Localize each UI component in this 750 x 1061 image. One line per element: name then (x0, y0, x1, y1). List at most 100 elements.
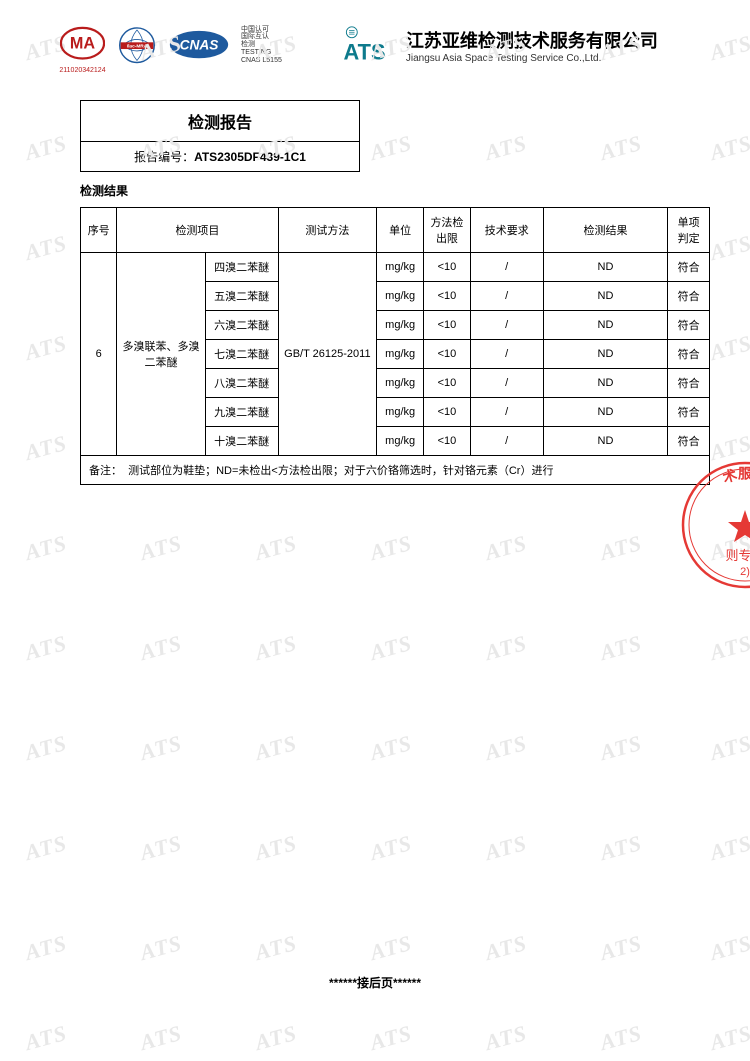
cell-judge: 符合 (668, 340, 710, 369)
cell-unit: mg/kg (377, 282, 424, 311)
svg-text:术服务: 术服务 (721, 466, 750, 486)
report-no: 报告编号：ATS2305DF439-1C1 (81, 142, 359, 171)
cell-req: / (470, 253, 543, 282)
watermark: ATS (252, 730, 299, 766)
watermark: ATS (252, 1020, 299, 1056)
watermark: ATS (367, 130, 414, 166)
ma-logo: MA 211020342124 (60, 26, 105, 64)
svg-text:ilac-MRA: ilac-MRA (127, 44, 148, 50)
watermark: ATS (597, 530, 644, 566)
cell-unit: mg/kg (377, 398, 424, 427)
cell-sub-item: 九溴二苯醚 (205, 398, 278, 427)
cell-sub-item: 八溴二苯醚 (205, 369, 278, 398)
watermark: ATS (482, 130, 529, 166)
cell-seq: 6 (81, 253, 117, 456)
watermark: ATS (137, 530, 184, 566)
watermark: ATS (22, 730, 69, 766)
watermark: ATS (252, 630, 299, 666)
cell-sub-item: 七溴二苯醚 (205, 340, 278, 369)
watermark: ATS (707, 630, 750, 666)
watermark: ATS (137, 930, 184, 966)
title-box: 检测报告 报告编号：ATS2305DF439-1C1 (80, 100, 360, 172)
cell-unit: mg/kg (377, 340, 424, 369)
watermark: ATS (22, 230, 69, 266)
watermark: ATS (137, 830, 184, 866)
watermark: ATS (707, 230, 750, 266)
watermark: ATS (482, 1020, 529, 1056)
cell-unit: mg/kg (377, 253, 424, 282)
watermark: ATS (22, 130, 69, 166)
watermark: ATS (367, 930, 414, 966)
th-item: 检测项目 (117, 208, 278, 253)
svg-text:MA: MA (70, 35, 95, 53)
watermark: ATS (22, 930, 69, 966)
svg-text:CNAS: CNAS (180, 38, 219, 53)
th-limit: 方法检出限 (424, 208, 471, 253)
watermark: ATS (707, 330, 750, 366)
report-title: 检测报告 (81, 101, 359, 142)
watermark: ATS (482, 730, 529, 766)
cell-judge: 符合 (668, 282, 710, 311)
cnas-label: 中国认可 国际互认 检测 TESTING CNAS L5155 (241, 26, 282, 64)
svg-text:ATS: ATS (343, 40, 385, 65)
watermark: ATS (482, 830, 529, 866)
watermark: ATS (707, 1020, 750, 1056)
watermark: ATS (367, 530, 414, 566)
cell-judge: 符合 (668, 311, 710, 340)
watermark: ATS (137, 1020, 184, 1056)
watermark: ATS (22, 630, 69, 666)
th-unit: 单位 (377, 208, 424, 253)
watermark: ATS (22, 430, 69, 466)
cell-sub-item: 四溴二苯醚 (205, 253, 278, 282)
cell-limit: <10 (424, 282, 471, 311)
th-method: 测试方法 (278, 208, 377, 253)
watermark: ATS (482, 530, 529, 566)
watermark: ATS (597, 630, 644, 666)
company-block: 江苏亚维检测技术服务有限公司 Jiangsu Asia Space Testin… (406, 27, 658, 64)
watermark: ATS (367, 630, 414, 666)
watermark: ATS (137, 730, 184, 766)
watermark: ATS (367, 830, 414, 866)
cell-unit: mg/kg (377, 369, 424, 398)
cell-limit: <10 (424, 369, 471, 398)
cell-judge: 符合 (668, 369, 710, 398)
watermark: ATS (597, 730, 644, 766)
watermark: ATS (252, 830, 299, 866)
ma-code: 211020342124 (59, 67, 105, 74)
cell-result: ND (543, 340, 668, 369)
watermark: ATS (482, 930, 529, 966)
watermark: ATS (707, 730, 750, 766)
watermark: ATS (597, 930, 644, 966)
cell-result: ND (543, 282, 668, 311)
cell-limit: <10 (424, 340, 471, 369)
svg-text:2): 2) (740, 566, 750, 578)
cell-sub-item: 六溴二苯醚 (205, 311, 278, 340)
cell-req: / (470, 282, 543, 311)
cell-req: / (470, 398, 543, 427)
cell-unit: mg/kg (377, 427, 424, 456)
company-cn: 江苏亚维检测技术服务有限公司 (406, 27, 658, 53)
cell-judge: 符合 (668, 427, 710, 456)
th-req: 技术要求 (470, 208, 543, 253)
cell-req: / (470, 311, 543, 340)
cell-req: / (470, 340, 543, 369)
watermark: ATS (597, 830, 644, 866)
ats-logo: ATS (340, 25, 390, 65)
cell-note: 备注： 测试部位为鞋垫；ND=未检出<方法检出限；对于六价铬筛选时，针对铬元素（… (81, 456, 710, 485)
cnas-logo: CNAS (169, 30, 229, 60)
cell-limit: <10 (424, 253, 471, 282)
cell-method: GB/T 26125-2011 (278, 253, 377, 456)
company-en: Jiangsu Asia Space Testing Service Co.,L… (406, 53, 658, 64)
watermark: ATS (707, 930, 750, 966)
cell-item-group: 多溴联苯、多溴二苯醚 (117, 253, 205, 456)
company-stamp: 术服务 则专用 2) (680, 460, 750, 590)
cell-sub-item: 十溴二苯醚 (205, 427, 278, 456)
note-row: 备注： 测试部位为鞋垫；ND=未检出<方法检出限；对于六价铬筛选时，针对铬元素（… (81, 456, 710, 485)
cell-sub-item: 五溴二苯醚 (205, 282, 278, 311)
cell-limit: <10 (424, 311, 471, 340)
cell-unit: mg/kg (377, 311, 424, 340)
svg-text:则专用: 则专用 (725, 548, 750, 563)
cell-result: ND (543, 369, 668, 398)
cell-judge: 符合 (668, 398, 710, 427)
watermark: ATS (707, 830, 750, 866)
